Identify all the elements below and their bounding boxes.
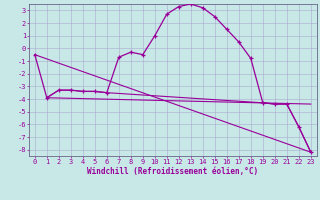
X-axis label: Windchill (Refroidissement éolien,°C): Windchill (Refroidissement éolien,°C) [87,167,258,176]
